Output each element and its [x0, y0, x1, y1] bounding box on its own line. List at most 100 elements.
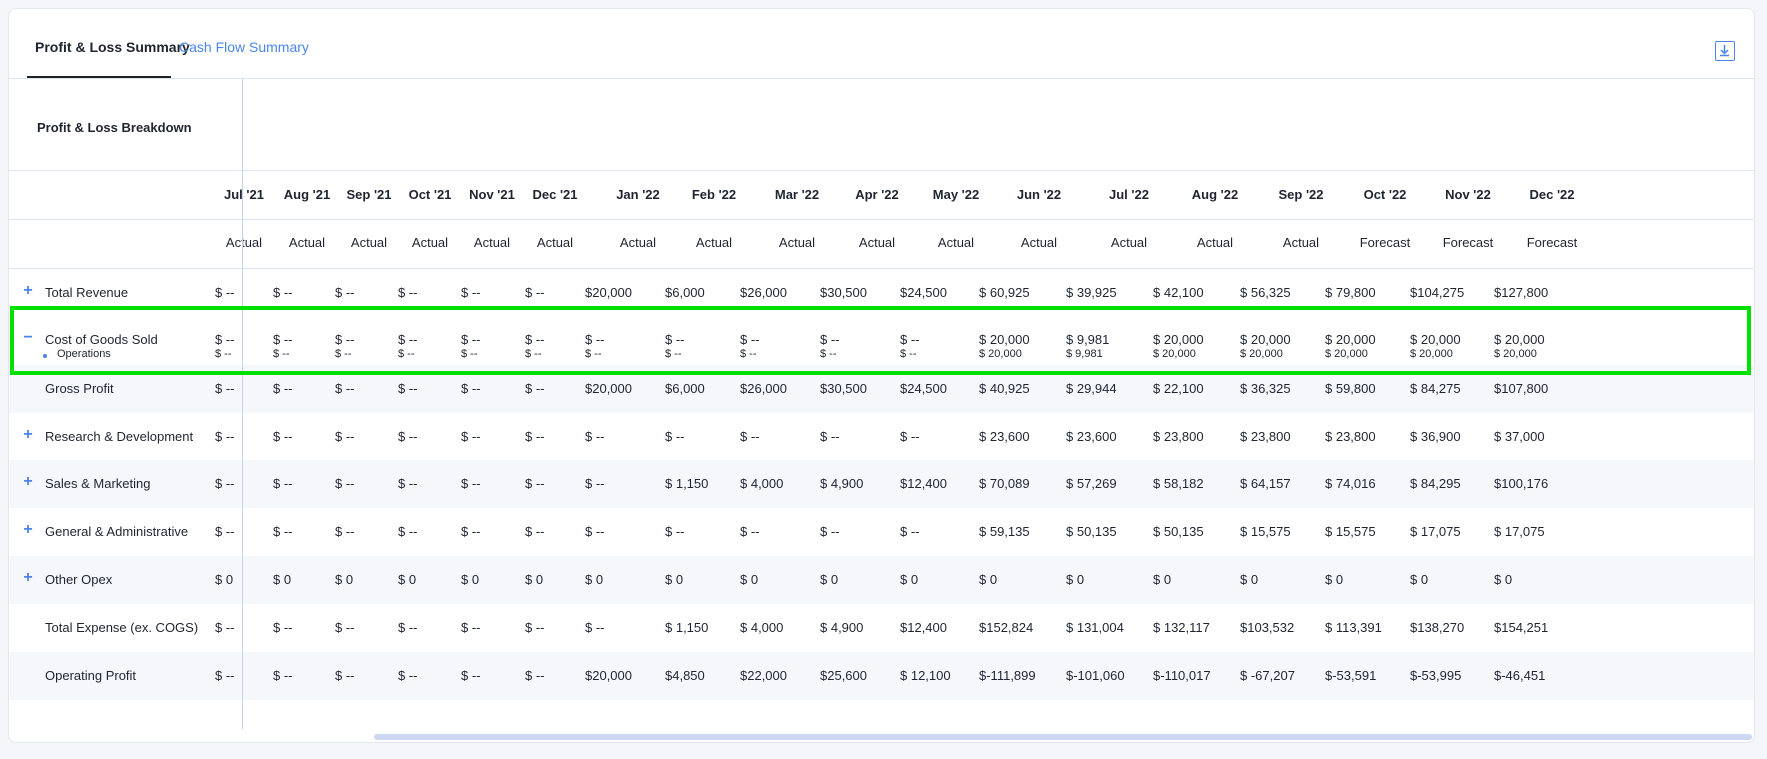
row-label: Sales & Marketing: [45, 476, 151, 491]
cell-value: $ 20,000: [979, 348, 1022, 360]
cell-value: $ --: [525, 524, 545, 539]
cell-value: $ --: [585, 348, 602, 360]
cell-value: $138,270: [1410, 620, 1465, 635]
expand-icon[interactable]: +: [23, 426, 33, 443]
cell-value: $ --: [525, 476, 545, 491]
cell-value: $ 20,000: [1494, 332, 1545, 347]
expand-icon[interactable]: +: [23, 521, 33, 538]
bullet-icon: [43, 354, 47, 358]
tab-cash-flow-summary[interactable]: Cash Flow Summary: [179, 39, 309, 55]
cell-value: $24,500: [900, 381, 947, 396]
cell-value: $ --: [820, 332, 840, 347]
cell-value: $ --: [665, 348, 682, 360]
cell-value: $ --: [900, 524, 920, 539]
cell-value: $ 23,600: [1066, 429, 1117, 444]
status-header: Actual: [1196, 235, 1234, 250]
cell-value: $ --: [585, 524, 605, 539]
cell-value: $103,532: [1240, 620, 1295, 635]
cell-value: $ 20,000: [1240, 332, 1291, 347]
download-icon: [1720, 45, 1729, 57]
cell-value: $ 113,391: [1325, 620, 1382, 635]
cell-value: $ 0: [525, 572, 544, 587]
cell-value: $ 70,089: [979, 476, 1030, 491]
expand-icon[interactable]: +: [23, 473, 33, 490]
download-button[interactable]: [1715, 41, 1735, 61]
cell-value: $ 0: [1066, 572, 1085, 587]
month-header: Nov '21: [469, 187, 515, 202]
cell-value: $152,824: [979, 620, 1034, 635]
cell-value: $ 0: [900, 572, 919, 587]
month-header: Apr '22: [855, 187, 899, 202]
cell-value: $ 0: [215, 572, 234, 587]
month-header: Jul '22: [1109, 187, 1149, 202]
cell-value: $ 57,269: [1066, 476, 1117, 491]
collapse-icon[interactable]: −: [23, 329, 33, 346]
cell-value: $ 23,600: [979, 429, 1030, 444]
month-header: Aug '21: [283, 187, 331, 202]
status-header: Actual: [473, 235, 511, 250]
cell-value: $-53,591: [1325, 668, 1377, 683]
cell-value: $ 1,150: [665, 620, 709, 635]
cell-value: $ 0: [273, 572, 292, 587]
cell-value: $ 0: [335, 572, 354, 587]
tab-profit-loss-summary[interactable]: Profit & Loss Summary: [35, 39, 190, 55]
cell-value: $12,400: [900, 476, 947, 491]
cell-value: $ 0: [1410, 572, 1429, 587]
cell-value: $ 0: [1325, 572, 1344, 587]
cell-value: $ 20,000: [979, 332, 1030, 347]
cell-value: $ --: [461, 429, 481, 444]
row-label: Operating Profit: [45, 668, 137, 683]
row-label: Operations: [57, 348, 111, 360]
month-header-row: Jul '21 Aug '21 Sep '21 Oct '21 Nov '21 Dec '…: [9, 171, 1754, 220]
column-divider: [242, 79, 243, 729]
cell-value: $ --: [820, 524, 840, 539]
expand-icon[interactable]: +: [23, 282, 33, 299]
cell-value: $ 64,157: [1240, 476, 1291, 491]
tab-bar: Profit & Loss Summary Cash Flow Summary: [9, 9, 1754, 79]
cell-value: $ 15,575: [1240, 524, 1291, 539]
cell-value: $ --: [900, 332, 920, 347]
cell-value: $ 9,981: [1066, 348, 1103, 360]
cell-value: $ --: [740, 348, 757, 360]
status-header: Actual: [619, 235, 657, 250]
cell-value: $ 132,117: [1153, 620, 1210, 635]
table-row: + Total Revenue $ -- $ -- $ -- $ -- $ -- $ -- $2…: [9, 269, 1754, 317]
cell-value: $30,500: [820, 381, 867, 396]
cell-value: $ --: [585, 429, 605, 444]
table-row: + Sales & Marketing $ -- $ -- $ -- $ -- $ -- $ …: [9, 460, 1754, 508]
cell-value: $104,275: [1410, 285, 1465, 300]
cell-value: $ --: [335, 620, 355, 635]
cell-value: $ --: [820, 429, 840, 444]
cell-value: $ --: [215, 348, 232, 360]
cell-value: $ --: [273, 348, 290, 360]
month-header: Mar '22: [774, 187, 820, 202]
cell-value: $ --: [461, 348, 478, 360]
cell-value: $100,176: [1494, 476, 1549, 491]
cell-value: $ 20,000: [1410, 348, 1453, 360]
cell-value: $154,251: [1494, 620, 1549, 635]
month-header: Dec '22: [1529, 187, 1575, 202]
month-header: Nov '22: [1445, 187, 1491, 202]
cell-value: $ --: [525, 332, 545, 347]
cell-value: $20,000: [585, 381, 632, 396]
cell-value: $ --: [525, 429, 545, 444]
row-label: Gross Profit: [45, 381, 114, 396]
cell-value: $ 42,100: [1153, 285, 1204, 300]
cell-value: $ 36,325: [1240, 381, 1291, 396]
cell-value: $26,000: [740, 381, 787, 396]
expand-icon[interactable]: +: [23, 569, 33, 586]
cell-value: $ 59,135: [979, 524, 1030, 539]
cell-value: $ 39,925: [1066, 285, 1117, 300]
row-label: Research & Development: [45, 429, 194, 444]
cell-value: $ 56,325: [1240, 285, 1291, 300]
cell-value: $ --: [335, 524, 355, 539]
cell-value: $ --: [461, 476, 481, 491]
cell-value: $ --: [398, 620, 418, 635]
cell-value: $ --: [398, 524, 418, 539]
cell-value: $ 15,575: [1325, 524, 1376, 539]
cell-value: $ --: [335, 476, 355, 491]
cell-value: $ --: [398, 348, 415, 360]
cell-value: $ 0: [398, 572, 417, 587]
horizontal-scrollbar[interactable]: [374, 734, 1752, 740]
status-header: Forecast: [1359, 235, 1411, 250]
